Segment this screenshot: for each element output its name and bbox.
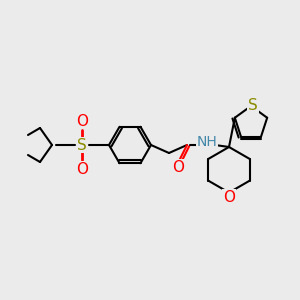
Text: NH: NH bbox=[196, 135, 218, 149]
Text: S: S bbox=[248, 98, 258, 112]
Text: S: S bbox=[77, 137, 87, 152]
Text: O: O bbox=[172, 160, 184, 175]
Text: O: O bbox=[76, 113, 88, 128]
Text: O: O bbox=[76, 161, 88, 176]
Text: O: O bbox=[223, 190, 235, 205]
